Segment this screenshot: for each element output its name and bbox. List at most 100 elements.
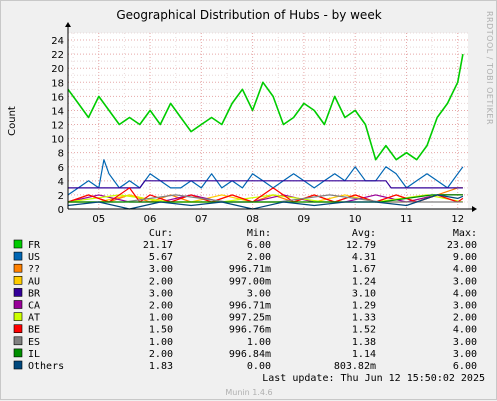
legend-min-br: 3.00 xyxy=(247,288,271,299)
legend-max-fr: 23.00 xyxy=(447,240,477,251)
x-tick-label: 08 xyxy=(246,214,259,225)
y-tick-label: 2 xyxy=(58,191,64,202)
legend-avg-es: 1.38 xyxy=(352,337,376,348)
legend-max-br: 4.00 xyxy=(453,288,477,299)
legend-name-others: Others xyxy=(28,361,64,372)
legend-avg-us: 4.31 xyxy=(352,252,376,263)
legend-swatch-il xyxy=(13,348,23,358)
y-axis-label: Count xyxy=(7,106,18,136)
y-tick-label: 4 xyxy=(58,177,64,188)
legend-avg-be: 1.52 xyxy=(352,325,376,336)
legend-max-au: 3.00 xyxy=(453,276,477,287)
legend-col-max: Max: xyxy=(453,228,477,239)
legend-col-min: Min: xyxy=(247,228,271,239)
y-tick-label: 10 xyxy=(51,135,64,146)
legend-cur-qq: 3.00 xyxy=(149,264,173,275)
y-tick-label: 18 xyxy=(51,78,64,89)
legend-min-ca: 996.71m xyxy=(229,301,271,312)
legend-max-at: 2.00 xyxy=(453,313,477,324)
y-tick-label: 8 xyxy=(58,149,64,160)
y-tick-label: 12 xyxy=(51,121,64,132)
x-tick-label: 07 xyxy=(195,214,208,225)
legend-cur-fr: 21.17 xyxy=(143,240,173,251)
legend-swatch-us xyxy=(13,251,23,261)
legend-cur-br: 3.00 xyxy=(149,288,173,299)
munin-version: Munin 1.4.6 xyxy=(225,388,272,397)
legend-min-fr: 6.00 xyxy=(247,240,271,251)
legend-name-at: AT xyxy=(28,313,40,324)
series-line-il xyxy=(68,194,463,203)
legend-cur-il: 2.00 xyxy=(149,349,173,360)
legend-avg-others: 803.82m xyxy=(334,361,376,372)
legend-avg-qq: 1.67 xyxy=(352,264,376,275)
legend-avg-au: 1.24 xyxy=(352,276,376,287)
y-tick-label: 20 xyxy=(51,64,64,75)
series-line-br xyxy=(68,180,463,189)
legend-cur-at: 1.00 xyxy=(149,313,173,324)
legend-swatch-be xyxy=(13,324,23,334)
x-tick-label: 09 xyxy=(298,214,311,225)
legend-name-us: US xyxy=(28,252,40,263)
legend-cur-es: 1.00 xyxy=(149,337,173,348)
legend-avg-br: 3.10 xyxy=(352,288,376,299)
x-tick-labels: 05 06 07 08 09 10 11 12 xyxy=(92,214,464,225)
series-line-others xyxy=(67,194,464,210)
plot-area xyxy=(68,33,468,209)
legend-max-ca: 3.00 xyxy=(453,301,477,312)
legend-swatch-others xyxy=(13,360,23,370)
x-axis-arrow xyxy=(472,206,477,212)
legend-min-es: 1.00 xyxy=(247,337,271,348)
legend-min-au: 997.00m xyxy=(229,276,271,287)
legend-cur-be: 1.50 xyxy=(149,325,173,336)
legend-swatch-qq xyxy=(13,263,23,273)
last-update: Last update: Thu Jun 12 15:50:02 2025 xyxy=(262,373,485,384)
legend-name-au: AU xyxy=(28,276,40,287)
legend-max-be: 4.00 xyxy=(453,325,477,336)
legend-col-cur: Cur: xyxy=(149,228,173,239)
legend-swatch-es xyxy=(13,336,23,346)
legend-max-us: 9.00 xyxy=(453,252,477,263)
rrdtool-watermark: RRDTOOL / TOBI OETIKER xyxy=(485,11,494,125)
y-tick-label: 24 xyxy=(51,36,64,47)
legend-name-ca: CA xyxy=(28,301,40,312)
legend-cur-others: 1.83 xyxy=(149,361,173,372)
legend-swatch-ca xyxy=(13,300,23,309)
legend: Cur: Min: Avg: Max: FR 21.17 6.00 12.79 23.0… xyxy=(13,228,477,372)
legend-min-us: 2.00 xyxy=(247,252,271,263)
legend-avg-ca: 1.29 xyxy=(352,301,376,312)
legend-col-avg: Avg: xyxy=(352,228,376,239)
legend-avg-at: 1.33 xyxy=(352,313,376,324)
legend-min-il: 996.84m xyxy=(229,349,271,360)
legend-avg-fr: 12.79 xyxy=(346,240,376,251)
y-axis-arrow xyxy=(65,22,71,27)
legend-min-others: 0.00 xyxy=(247,361,271,372)
legend-name-qq: ?? xyxy=(28,264,40,275)
legend-cur-us: 5.67 xyxy=(149,252,173,263)
y-tick-label: 22 xyxy=(51,50,64,61)
legend-min-qq: 996.71m xyxy=(229,264,271,275)
legend-swatch-fr xyxy=(13,239,23,249)
legend-swatch-au xyxy=(13,275,23,285)
legend-max-qq: 4.00 xyxy=(453,264,477,275)
legend-name-br: BR xyxy=(28,288,41,299)
y-tick-label: 6 xyxy=(58,163,64,174)
legend-max-es: 3.00 xyxy=(453,337,477,348)
legend-name-fr: FR xyxy=(28,240,41,251)
chart-title: Geographical Distribution of Hubs - by w… xyxy=(116,8,381,22)
y-tick-label: 0 xyxy=(58,205,64,216)
legend-swatch-br xyxy=(13,288,23,297)
x-tick-label: 12 xyxy=(451,214,464,225)
legend-avg-il: 1.14 xyxy=(352,349,376,360)
legend-name-be: BE xyxy=(28,325,40,336)
axes xyxy=(65,22,477,212)
y-tick-label: 16 xyxy=(51,92,64,103)
grid xyxy=(68,32,468,210)
legend-min-at: 997.25m xyxy=(229,313,271,324)
x-tick-label: 10 xyxy=(349,214,362,225)
x-tick-label: 05 xyxy=(92,214,105,225)
legend-min-be: 996.76m xyxy=(229,325,271,336)
legend-max-others: 6.00 xyxy=(453,361,477,372)
